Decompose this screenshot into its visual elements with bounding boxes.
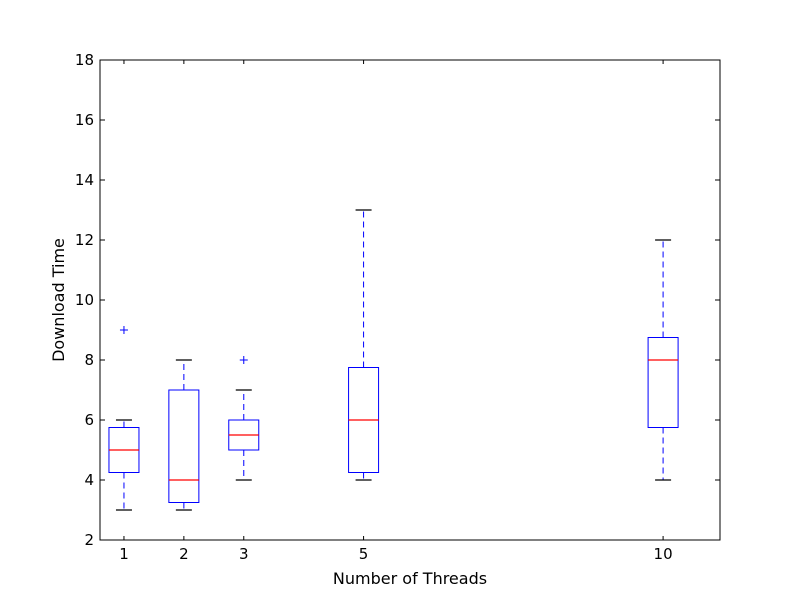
y-tick-label: 18 — [75, 51, 94, 69]
y-tick-label: 16 — [75, 111, 94, 129]
outlier-point — [119, 326, 128, 334]
box-group-10 — [647, 239, 679, 481]
y-tick-label: 2 — [84, 531, 94, 549]
y-tick-label: 14 — [75, 171, 94, 189]
x-tick-label: 3 — [239, 545, 249, 563]
outlier-point — [239, 356, 248, 364]
x-tick-label: 2 — [179, 545, 189, 563]
x-tick-label: 1 — [119, 545, 129, 563]
box-group-5 — [348, 209, 380, 481]
boxes-layer — [108, 209, 679, 511]
y-tick-label: 4 — [84, 471, 94, 489]
box-iqr — [647, 337, 679, 428]
y-tick-label: 12 — [75, 231, 94, 249]
plot-area — [100, 60, 720, 540]
box-group-1 — [108, 326, 140, 511]
y-axis-label: Download Time — [49, 238, 68, 362]
x-tick-label: 10 — [654, 545, 673, 563]
x-axis-label: Number of Threads — [333, 569, 487, 588]
y-tick-label: 8 — [84, 351, 94, 369]
y-tick-label: 6 — [84, 411, 94, 429]
x-tick-label: 5 — [359, 545, 369, 563]
y-tick-label: 10 — [75, 291, 94, 309]
box-group-2 — [168, 359, 200, 511]
box-iqr — [168, 389, 200, 503]
box-group-3 — [228, 356, 260, 481]
